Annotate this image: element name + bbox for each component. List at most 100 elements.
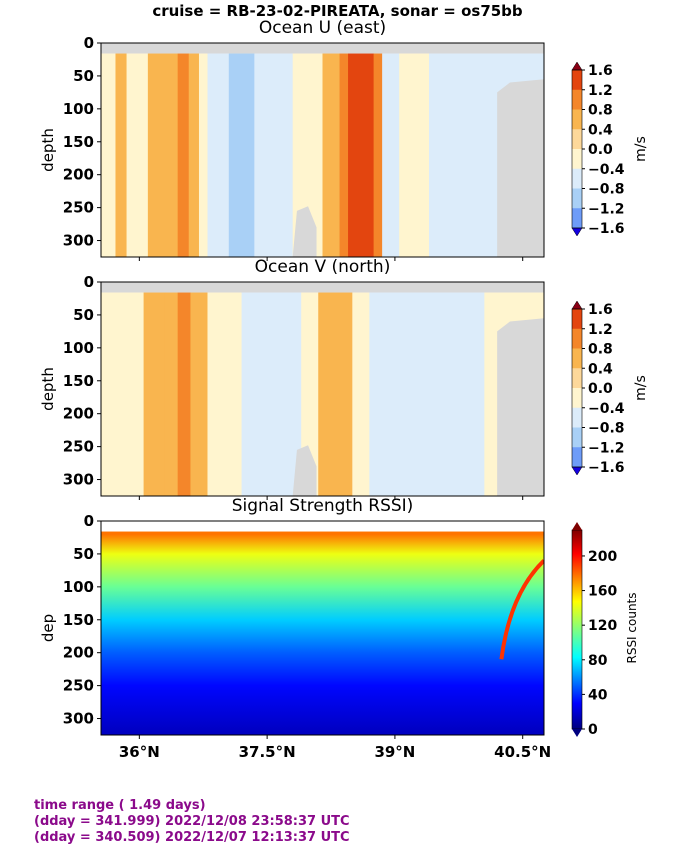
colorbar-tick-label: 0.0 (588, 142, 613, 158)
velocity-band-9 (352, 292, 370, 496)
y-tick-label: 200 (63, 166, 94, 184)
colorbar-label: m/s (633, 375, 649, 401)
y-tick-label: 0 (84, 34, 94, 52)
y-axis-label: dep (39, 614, 57, 642)
velocity-band-0 (101, 53, 116, 257)
no-data-seafloor-mid (292, 445, 317, 496)
velocity-band-0 (101, 292, 145, 496)
velocity-band-14 (339, 53, 349, 257)
colorbar-level (572, 328, 582, 349)
y-tick-label: 250 (63, 199, 94, 217)
y-tick-label: 300 (63, 232, 94, 250)
velocity-band-1 (143, 292, 166, 496)
colorbar-tick-label: 40 (588, 687, 608, 703)
seafloor-echo (499, 559, 544, 660)
colorbar-tick-label: 0.0 (588, 381, 613, 397)
colorbar-tick-label: 80 (588, 653, 608, 669)
colorbar-level (572, 70, 582, 91)
y-axis-label: depth (39, 128, 57, 172)
no-data-surface-band (101, 282, 544, 293)
velocity-band-1 (115, 53, 128, 257)
velocity-band-13 (322, 53, 341, 257)
velocity-band-16 (373, 53, 383, 257)
no-data-surface-band (101, 43, 544, 54)
axes-frame (100, 281, 545, 497)
panel-ocean-v: 0 50 100 150 200 250 300 depth 1.6 1.2 0.8 0.4 0.0 −0… (39, 273, 649, 500)
velocity-band-11 (428, 292, 443, 496)
colorbar: 1.6 1.2 0.8 0.4 0.0 −0.4 −0.8 −1.2 −1.6 m/s (571, 300, 649, 476)
velocity-band-7 (301, 292, 319, 496)
colorbar-tick-label: 1.2 (588, 83, 613, 99)
colorbar-level (572, 109, 582, 130)
y-tick-label: 0 (84, 273, 94, 291)
panel-ocean-u: 0 50 100 150 200 250 300 depth 1.6 1.2 0.8 0.4 0.0 −0… (39, 34, 649, 261)
velocity-band-8 (216, 53, 230, 257)
colorbar-extend-bottom (571, 227, 583, 237)
colorbar-tick-label: 200 (588, 549, 617, 565)
footer-dday-start: (dday = 340.509) 2022/12/07 12:13:37 UTC (34, 830, 350, 845)
y-tick-label: 300 (63, 471, 94, 489)
velocity-band-15 (348, 53, 375, 257)
colorbar-tick-label: −0.4 (588, 401, 625, 417)
velocity-band-4 (177, 53, 190, 257)
colorbar-level (572, 407, 582, 428)
panel-u-title: Ocean U (east) (258, 18, 387, 38)
colorbar-level (572, 368, 582, 389)
velocity-band-3 (177, 292, 191, 496)
colorbar-extend-top (572, 522, 582, 530)
colorbar-level (572, 168, 582, 189)
colorbar-tick-label: 1.6 (588, 63, 613, 79)
velocity-band-6 (241, 292, 302, 496)
colorbar-tick-label: −1.6 (588, 460, 625, 476)
panel-rssi: 0 50 100 150 200 250 300 dep 36°N 37.5°N 39°N 40.5°… (39, 512, 639, 761)
colorbar-level (572, 208, 582, 229)
colorbar-level (572, 129, 582, 150)
velocity-band-5 (188, 53, 200, 257)
colorbar-tick-label: −1.2 (588, 440, 625, 456)
colorbar-tick-label: −0.4 (588, 162, 625, 178)
velocity-band-2 (126, 53, 149, 257)
footer-time-range: time range ( 1.49 days) (34, 798, 206, 813)
y-tick-label: 150 (63, 372, 94, 390)
velocity-band-7 (207, 53, 217, 257)
y-tick-label: 0 (84, 512, 94, 530)
panel-rssi-title: Signal Strength RSSI) (231, 496, 414, 516)
colorbar-tick-label: 1.6 (588, 302, 613, 318)
colorbar-tick-label: 0.4 (588, 122, 613, 138)
axes-frame (100, 42, 545, 258)
y-tick-label: 50 (73, 67, 94, 85)
colorbar-level (572, 427, 582, 448)
colorbar-tick-label: 160 (588, 584, 617, 600)
colorbar-tick-label: −0.8 (588, 182, 625, 198)
velocity-band-10 (254, 53, 268, 257)
colorbar-tick-label: 0.8 (588, 342, 613, 358)
velocity-band-5 (207, 292, 243, 496)
colorbar-level (572, 348, 582, 369)
colorbar-gradient (571, 529, 583, 730)
colorbar-label: m/s (633, 136, 649, 162)
no-data-seafloor-mid (292, 206, 317, 257)
colorbar: 1.6 1.2 0.8 0.4 0.0 −0.4 −0.8 −1.2 −1.6 m/s (571, 61, 649, 237)
y-tick-label: 100 (63, 339, 94, 357)
footer-dday-end: (dday = 341.999) 2022/12/08 23:58:37 UTC (34, 814, 350, 829)
y-tick-label: 50 (73, 545, 94, 563)
velocity-band-10 (369, 292, 430, 496)
velocity-band-12 (441, 292, 485, 496)
colorbar-tick-label: −1.2 (588, 201, 625, 217)
no-data-seafloor-right (497, 318, 544, 496)
figure-canvas: 0 50 100 150 200 250 300 depth 1.6 1.2 0.8 0.4 0.0 −0… (39, 34, 649, 761)
colorbar-level (572, 388, 582, 409)
colorbar-tick-label: 0 (588, 722, 598, 738)
y-tick-label: 100 (63, 100, 94, 118)
colorbar-label: RSSI counts (625, 592, 639, 663)
y-tick-label: 250 (63, 438, 94, 456)
y-tick-label: 200 (63, 644, 94, 662)
colorbar-level (572, 188, 582, 209)
colorbar-level (572, 149, 582, 170)
x-tick-label: 37.5°N (239, 743, 296, 761)
velocity-band-8 (318, 292, 353, 496)
y-tick-label: 150 (63, 611, 94, 629)
colorbar-level (572, 89, 582, 110)
x-tick-label: 40.5°N (494, 743, 551, 761)
colorbar-level (572, 309, 582, 330)
